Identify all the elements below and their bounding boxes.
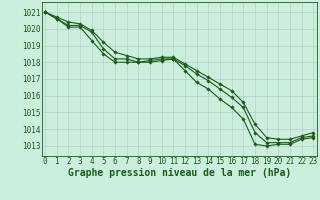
X-axis label: Graphe pression niveau de la mer (hPa): Graphe pression niveau de la mer (hPa) (68, 168, 291, 178)
